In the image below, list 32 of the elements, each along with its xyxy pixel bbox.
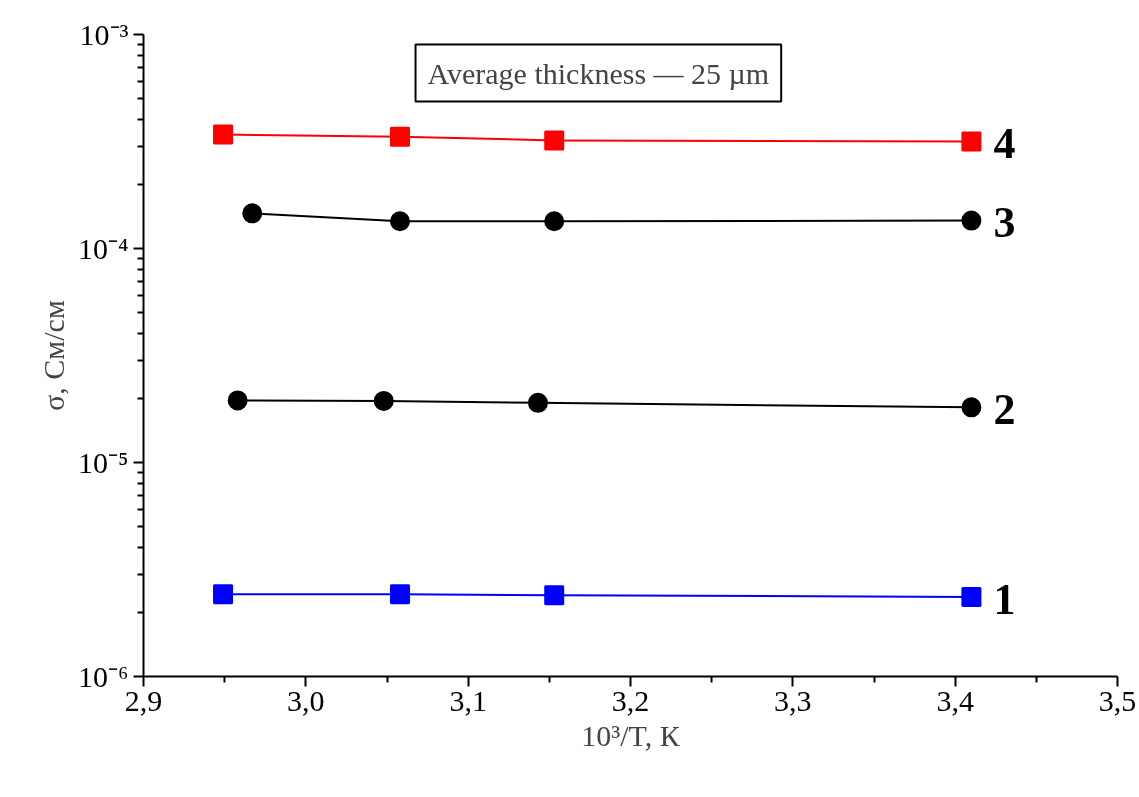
series-label: 1 [993,574,1016,624]
x-tick-label: 3,1 [449,683,487,717]
point [961,131,982,152]
annotation: Average thickness — 25 µm [427,56,770,90]
point [389,126,410,147]
y-tick-label: 10⁻⁴ [78,232,129,265]
point [242,203,263,224]
x-tick-label: 3,2 [611,683,650,717]
series-label: 3 [993,198,1016,248]
x-tick-label: 3,5 [1098,683,1137,717]
point [544,130,565,151]
x-tick-label: 3,0 [287,683,325,717]
y-axis-title: σ, См/см [37,300,71,411]
series-label: 2 [993,384,1016,434]
point [389,211,410,232]
x-tick-label: 3,4 [936,683,974,717]
point [213,124,234,145]
point [544,211,565,232]
point [961,397,982,418]
point [527,392,548,413]
point [213,584,234,605]
point [227,390,248,411]
y-tick-label: 10⁻⁵ [78,446,129,479]
x-tick-label: 3,3 [774,683,812,717]
point [544,585,565,606]
series-label: 4 [993,119,1016,169]
y-tick-label: 10⁻³ [79,18,129,51]
point [961,587,982,608]
x-axis-title: 10³/T, К [581,718,681,752]
point [961,210,982,231]
point [389,584,410,605]
point [373,390,394,411]
